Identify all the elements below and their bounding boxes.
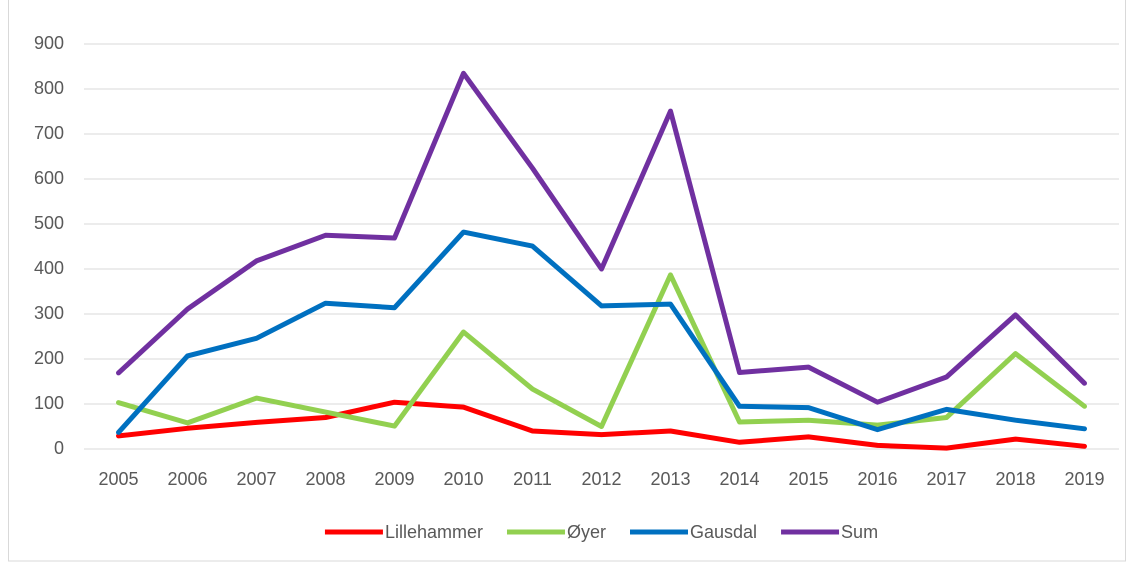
x-tick-label: 2005 [98, 469, 138, 489]
legend-label: Sum [841, 522, 878, 542]
y-tick-label: 600 [34, 168, 64, 188]
series-line [116, 70, 1087, 405]
x-tick-label: 2006 [167, 469, 207, 489]
y-tick-label: 400 [34, 258, 64, 278]
x-tick-label: 2015 [788, 469, 828, 489]
x-tick-label: 2008 [305, 469, 345, 489]
y-tick-label: 300 [34, 303, 64, 323]
x-tick-label: 2014 [719, 469, 759, 489]
x-tick-label: 2013 [650, 469, 690, 489]
series-line [116, 229, 1087, 435]
x-tick-label: 2018 [995, 469, 1035, 489]
chart-frame [8, 0, 1126, 562]
series-line [116, 272, 1087, 429]
y-tick-label: 100 [34, 393, 64, 413]
y-tick-label: 200 [34, 348, 64, 368]
y-tick-label: 800 [34, 78, 64, 98]
x-tick-label: 2011 [513, 469, 552, 489]
legend-label: Øyer [567, 522, 606, 542]
x-tick-label: 2010 [443, 469, 483, 489]
x-tick-label: 2012 [581, 469, 621, 489]
x-tick-label: 2016 [857, 469, 897, 489]
x-tick-label: 2009 [374, 469, 414, 489]
y-tick-label: 900 [34, 33, 64, 53]
y-tick-label: 500 [34, 213, 64, 233]
x-tick-label: 2007 [236, 469, 276, 489]
legend-label: Lillehammer [385, 522, 483, 542]
y-tick-label: 700 [34, 123, 64, 143]
legend-label: Gausdal [690, 522, 757, 542]
y-tick-label: 0 [54, 438, 64, 458]
series-line [116, 399, 1087, 451]
x-tick-label: 2019 [1064, 469, 1104, 489]
x-tick-label: 2017 [926, 469, 966, 489]
